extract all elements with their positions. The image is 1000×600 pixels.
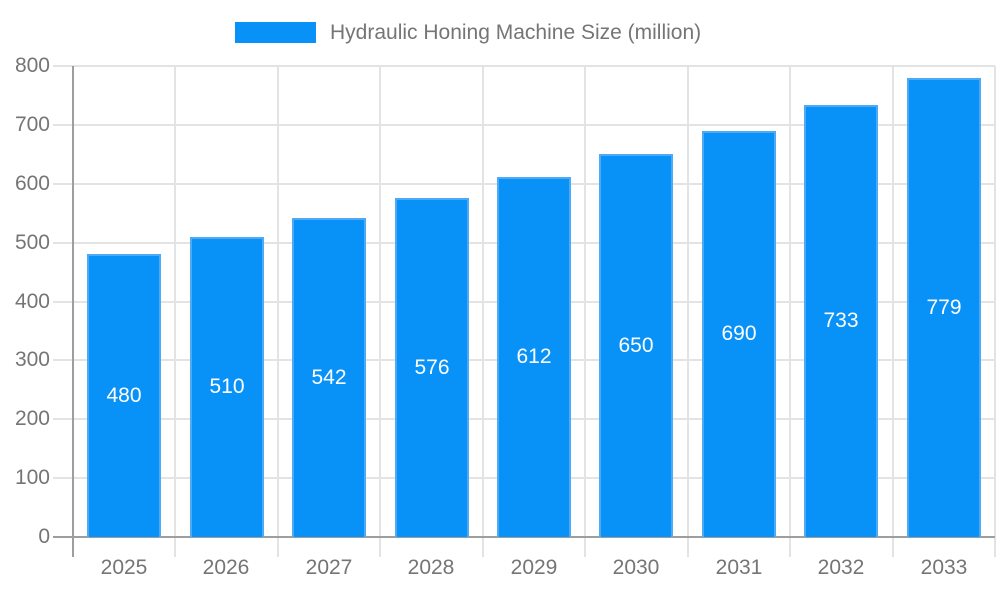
x-tick-mark [174, 537, 176, 557]
bar-value-label: 510 [209, 375, 245, 398]
gridline-horizontal [73, 65, 995, 67]
bar-value-label: 779 [926, 296, 962, 319]
legend-label: Hydraulic Honing Machine Size (million) [330, 21, 702, 44]
gridline-vertical [584, 66, 586, 537]
x-axis-line [53, 536, 995, 538]
x-axis-tick-label: 2033 [920, 556, 968, 579]
y-axis-tick-label: 500 [14, 231, 50, 254]
y-axis-line [72, 66, 74, 557]
y-axis-tick-label: 200 [14, 407, 50, 430]
x-tick-mark [687, 537, 689, 557]
y-tick-mark [53, 418, 73, 420]
bar-value-label: 542 [311, 366, 347, 389]
y-axis-tick-label: 300 [14, 348, 50, 371]
gridline-vertical [687, 66, 689, 537]
gridline-vertical [789, 66, 791, 537]
x-axis-tick-label: 2032 [817, 556, 865, 579]
bar-2029[interactable] [497, 177, 571, 537]
x-axis-tick-label: 2025 [100, 556, 148, 579]
x-tick-mark [994, 537, 996, 557]
x-axis-tick-label: 2028 [407, 556, 455, 579]
bar-2032[interactable] [804, 105, 878, 537]
bar-2033[interactable] [907, 78, 981, 537]
y-axis-tick-label: 600 [14, 172, 50, 195]
gridline-vertical [379, 66, 381, 537]
bar-value-label: 576 [414, 356, 450, 379]
gridline-vertical [174, 66, 176, 537]
gridline-horizontal [73, 124, 995, 126]
bar-value-label: 733 [823, 309, 859, 332]
x-axis-tick-label: 2029 [510, 556, 558, 579]
bar-value-label: 480 [106, 384, 142, 407]
bar-2026[interactable] [190, 237, 264, 537]
y-tick-mark [53, 242, 73, 244]
x-tick-mark [892, 537, 894, 557]
gridline-vertical [482, 66, 484, 537]
y-tick-mark [53, 477, 73, 479]
x-tick-mark [584, 537, 586, 557]
x-axis-tick-label: 2031 [715, 556, 763, 579]
x-tick-mark [379, 537, 381, 557]
bar-2031[interactable] [702, 131, 776, 537]
y-axis-tick-label: 0 [38, 525, 50, 548]
gridline-vertical [277, 66, 279, 537]
y-axis-tick-label: 700 [14, 113, 50, 136]
bar-2030[interactable] [599, 154, 673, 537]
y-tick-mark [53, 183, 73, 185]
x-axis-tick-label: 2027 [305, 556, 353, 579]
gridline-vertical [994, 66, 996, 537]
y-tick-mark [53, 359, 73, 361]
legend-swatch [235, 22, 316, 43]
x-axis-tick-label: 2030 [612, 556, 660, 579]
x-axis-tick-label: 2026 [202, 556, 250, 579]
y-tick-mark [53, 124, 73, 126]
x-tick-mark [482, 537, 484, 557]
y-tick-mark [53, 65, 73, 67]
y-axis-tick-label: 800 [14, 54, 50, 77]
x-tick-mark [277, 537, 279, 557]
legend-item[interactable]: Hydraulic Honing Machine Size (million) [235, 20, 701, 45]
bar-2028[interactable] [395, 198, 469, 537]
bar-value-label: 650 [618, 334, 654, 357]
bar-value-label: 690 [721, 322, 757, 345]
bar-2027[interactable] [292, 218, 366, 537]
y-tick-mark [53, 301, 73, 303]
y-axis-tick-label: 400 [14, 290, 50, 313]
bar-2025[interactable] [87, 254, 161, 537]
y-axis-tick-label: 100 [14, 466, 50, 489]
bar-value-label: 612 [516, 345, 552, 368]
x-tick-mark [789, 537, 791, 557]
gridline-vertical [892, 66, 894, 537]
